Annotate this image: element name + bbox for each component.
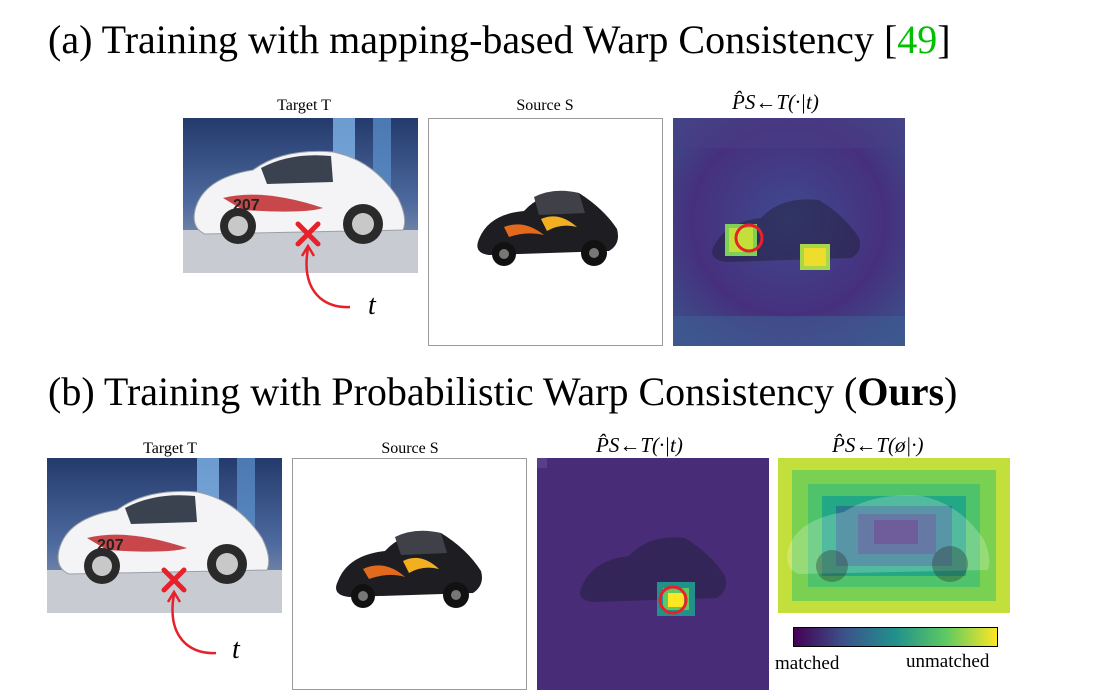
citation-link[interactable]: 49 <box>897 17 938 62</box>
query-point-marker-b <box>161 567 217 655</box>
colorbar-low-label: matched <box>775 653 840 674</box>
source-car-image-a <box>428 118 663 346</box>
source-label-a: Source S <box>516 97 574 114</box>
section-a-title: (a) Training with mapping-based Warp Con… <box>48 17 951 62</box>
probability-heatmap-b <box>537 458 769 690</box>
unmatched-prob-label-b: P̂S←T(ø|·) <box>832 433 924 457</box>
unmatched-heatmap-b <box>778 458 1010 613</box>
probability-heatmap-a <box>673 118 905 346</box>
target-label-b: Target T <box>143 440 197 457</box>
target-label-a: Target T <box>277 97 331 114</box>
colorbar <box>793 627 998 647</box>
point-label-a: t <box>368 290 376 321</box>
section-b-title: (b) Training with Probabilistic Warp Con… <box>48 369 958 414</box>
source-label-b: Source S <box>381 440 439 457</box>
source-car-image-b <box>292 458 527 690</box>
target-car-image-a: 207 <box>183 118 418 273</box>
point-label-b: t <box>232 634 240 665</box>
query-point-marker-a <box>295 221 351 309</box>
colorbar-high-label: unmatched <box>906 651 990 672</box>
prob-label-b: P̂S←T(·|t) <box>596 433 683 457</box>
prob-label-a: P̂S←T(·|t) <box>732 90 819 114</box>
